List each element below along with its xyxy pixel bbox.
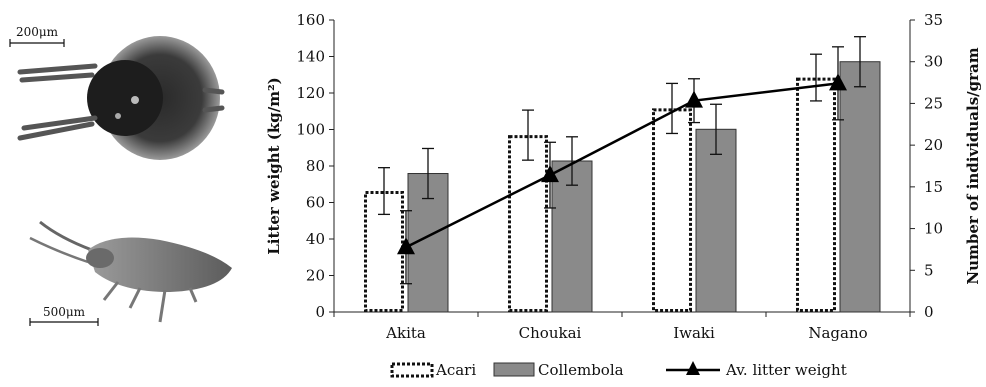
y-axis-title-left: Litter weight (kg/m²) [265, 77, 283, 254]
y-right-tick-label: 25 [924, 94, 943, 112]
chart-legend: Acari Collembola Av. litter weight [390, 361, 847, 379]
x-tick-label: Akita [385, 324, 426, 342]
y-right-tick-label: 35 [924, 11, 943, 29]
legend-label-collembola: Collembola [538, 361, 624, 379]
legend-label-acari: Acari [435, 361, 476, 379]
x-tick-label: Nagano [808, 324, 867, 342]
y-left-tick-label: 160 [296, 11, 325, 29]
x-tick-label: Choukai [519, 324, 582, 342]
collembola-bar [551, 160, 593, 313]
collembola-scale-label: 500μm [43, 305, 86, 319]
legend-label-litter-weight: Av. litter weight [725, 361, 847, 379]
y-left-tick-label: 40 [306, 230, 325, 248]
collembola-bar [839, 61, 881, 313]
y-left-tick-label: 120 [296, 84, 325, 102]
acari-bar [652, 108, 692, 313]
y-right-tick-label: 20 [924, 136, 943, 154]
y-left-tick-label: 20 [306, 267, 325, 285]
y-left-tick-label: 60 [306, 194, 325, 212]
y-left-tick-label: 100 [296, 121, 325, 139]
y-right-tick-label: 10 [924, 220, 943, 238]
legend-swatch-collembola [493, 362, 535, 377]
litter-weight-marker [685, 90, 703, 108]
collembola-bar [695, 128, 737, 313]
x-tick-label: Iwaki [673, 324, 715, 342]
y-right-tick-label: 30 [924, 53, 943, 71]
legend-swatch-acari [390, 362, 434, 378]
collembola-photo [29, 220, 232, 323]
acari-scale-label: 200μm [16, 25, 59, 39]
litter-weight-line [405, 82, 839, 249]
y-left-tick-label: 80 [306, 157, 325, 175]
litter-weight-marker [397, 237, 415, 255]
y-right-tick-label: 15 [924, 178, 943, 196]
legend-marker-litter-weight [686, 361, 700, 375]
collembola-scale-bar: 500μm [29, 305, 99, 326]
chart-bars [364, 36, 881, 313]
y-left-tick-label: 0 [315, 303, 325, 321]
chart-labels: 0 20 40 60 80 100 120 140 160 0 5 10 15 20 25 30 35 Akita… [265, 11, 982, 342]
y-left-tick-label: 140 [296, 48, 325, 66]
y-right-tick-label: 5 [924, 261, 934, 279]
y-right-tick-label: 0 [924, 303, 934, 321]
acari-photo [17, 36, 225, 160]
acari-bar [796, 77, 836, 312]
y-axis-title-right: Number of individuals/gram [964, 47, 982, 284]
litter-weight-marker [541, 165, 559, 183]
litter-weight-marker [829, 73, 847, 91]
acari-scale-bar: 200μm [9, 25, 65, 47]
acari-bar [508, 135, 548, 312]
chart-line-series [397, 46, 847, 285]
